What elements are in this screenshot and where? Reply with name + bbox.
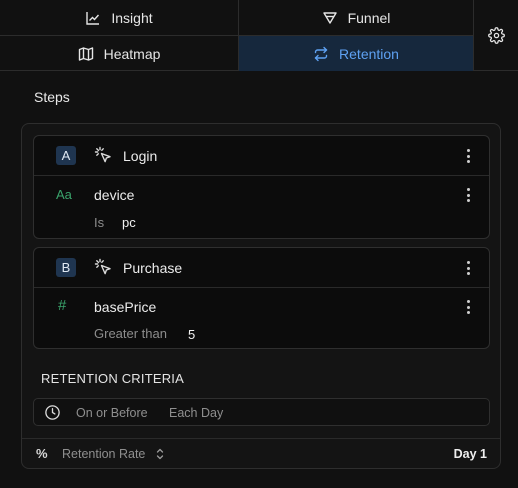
- step-menu-button[interactable]: [461, 147, 475, 165]
- retention-criteria-select[interactable]: On or Before Each Day: [33, 398, 490, 426]
- filter-property[interactable]: device: [94, 187, 135, 203]
- kebab-dot: [466, 300, 470, 303]
- tab-insight-label: Insight: [111, 9, 153, 26]
- kebab-dot: [466, 305, 470, 309]
- step-card-b: B Purchase # basePrice Greater than 5: [33, 247, 490, 349]
- filter-menu-button[interactable]: [461, 186, 475, 204]
- gear-icon: [487, 27, 505, 44]
- tab-funnel[interactable]: Funnel: [239, 0, 474, 36]
- kebab-dot: [466, 261, 470, 264]
- repeat-icon: [314, 46, 328, 61]
- clock-icon: [45, 405, 60, 420]
- text-type-icon: Aa: [56, 187, 72, 202]
- filter-property[interactable]: basePrice: [94, 299, 157, 315]
- step-event-name[interactable]: Login: [123, 148, 158, 164]
- step-event-name[interactable]: Purchase: [123, 260, 183, 276]
- settings-button[interactable]: [474, 0, 518, 71]
- tab-retention-label: Retention: [339, 45, 399, 62]
- filter-menu-button[interactable]: [461, 298, 475, 316]
- filter-operator[interactable]: Is: [94, 215, 105, 230]
- tab-heatmap[interactable]: Heatmap: [0, 36, 239, 71]
- kebab-dot: [466, 311, 470, 314]
- kebab-dot: [466, 188, 470, 191]
- day-label: Day 1: [453, 447, 487, 461]
- number-type-icon: #: [58, 297, 67, 314]
- retention-criteria-title: RETENTION CRITERIA: [41, 371, 184, 386]
- step-menu-button[interactable]: [461, 259, 475, 277]
- filter-operator[interactable]: Greater than: [94, 326, 167, 341]
- steps-title: Steps: [34, 89, 70, 105]
- kebab-dot: [466, 193, 470, 197]
- chevron-up-down-icon[interactable]: [155, 447, 165, 461]
- tab-insight[interactable]: Insight: [0, 0, 239, 36]
- step-badge: A: [56, 146, 76, 165]
- chart-icon: [86, 11, 100, 25]
- cursor-click-icon: [94, 258, 111, 275]
- tab-funnel-label: Funnel: [347, 9, 391, 26]
- steps-container: A Login Aa device Is pc B: [21, 123, 501, 469]
- tab-retention[interactable]: Retention: [239, 36, 474, 71]
- cursor-click-icon: [94, 146, 111, 163]
- retention-footer: % Retention Rate Day 1: [22, 438, 500, 469]
- step-badge: B: [56, 258, 76, 277]
- filter-value[interactable]: 5: [188, 327, 196, 342]
- criteria-period: Each Day: [169, 406, 224, 420]
- kebab-dot: [466, 149, 470, 152]
- funnel-icon: [322, 11, 337, 24]
- kebab-dot: [466, 154, 470, 158]
- step-header: B Purchase: [34, 248, 489, 288]
- tab-heatmap-label: Heatmap: [103, 45, 161, 62]
- kebab-dot: [466, 266, 470, 270]
- report-type-tabs: Insight Funnel Heatmap Retention: [0, 0, 518, 71]
- kebab-dot: [466, 272, 470, 275]
- kebab-dot: [466, 199, 470, 202]
- percent-icon: %: [36, 446, 48, 461]
- step-header: A Login: [34, 136, 489, 176]
- metric-select[interactable]: Retention Rate: [62, 447, 146, 461]
- kebab-dot: [466, 160, 470, 163]
- map-icon: [78, 46, 93, 61]
- filter-value[interactable]: pc: [122, 215, 136, 230]
- criteria-mode: On or Before: [76, 406, 148, 420]
- step-card-a: A Login Aa device Is pc: [33, 135, 490, 239]
